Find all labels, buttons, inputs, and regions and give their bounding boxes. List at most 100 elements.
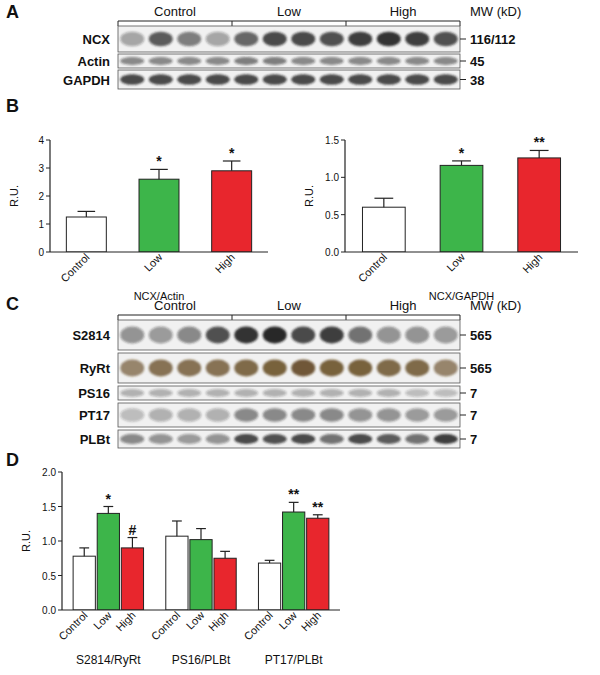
error-stem xyxy=(539,150,540,157)
category-label: High xyxy=(213,251,237,275)
band xyxy=(206,408,230,421)
band xyxy=(149,408,173,421)
band xyxy=(405,389,429,397)
category-label: High xyxy=(206,609,230,633)
y-tick xyxy=(46,196,50,197)
mw-label: 565 xyxy=(470,328,492,343)
band xyxy=(177,408,201,421)
error-cap xyxy=(374,198,393,199)
bar xyxy=(362,207,405,252)
blot: ControlLowHighMW (kD)NCX116/112Actin45GA… xyxy=(63,4,521,89)
error-stem xyxy=(200,529,201,540)
x-axis xyxy=(345,251,578,252)
error-stem xyxy=(231,161,232,171)
row-label: Actin xyxy=(78,54,111,69)
band xyxy=(120,74,144,85)
mw-header: MW (kD) xyxy=(470,4,521,19)
y-label: R.U. xyxy=(303,185,315,207)
y-tick-label: 1 xyxy=(38,219,44,230)
band xyxy=(234,32,258,47)
y-tick-label: 1.5 xyxy=(325,135,339,146)
group-label: PT17/PLBt xyxy=(265,653,324,667)
band xyxy=(320,32,344,47)
y-tick-label: 0 xyxy=(38,247,44,258)
band xyxy=(263,434,287,444)
band xyxy=(320,434,344,444)
bar xyxy=(121,548,143,610)
mw-label: 7 xyxy=(470,408,477,423)
band xyxy=(348,327,372,344)
bar-chart: ControlLowHigh**01234R.U.NCX/Actin xyxy=(8,135,268,302)
band xyxy=(348,389,372,397)
band xyxy=(434,408,458,421)
error-bar xyxy=(78,211,96,217)
bar xyxy=(139,179,179,252)
y-tick xyxy=(341,252,345,253)
band xyxy=(348,408,372,421)
group-tick xyxy=(232,21,233,26)
bar xyxy=(66,217,106,252)
y-tick-label: 1.5 xyxy=(42,502,56,513)
error-bar xyxy=(172,521,182,536)
mw-label: 116/112 xyxy=(470,32,516,47)
band xyxy=(320,408,344,421)
y-tick-label: 2 xyxy=(38,191,44,202)
band xyxy=(291,57,315,65)
bar-chart: ControlLowHighS2814/RyRtControlLowHighPS… xyxy=(20,467,340,667)
bar xyxy=(283,512,305,610)
y-tick xyxy=(58,506,62,507)
bar xyxy=(97,513,119,610)
y-tick-label: 4 xyxy=(38,135,44,146)
error-bar xyxy=(223,161,241,171)
y-tick-label: 1.0 xyxy=(325,172,339,183)
band xyxy=(149,32,173,47)
band xyxy=(320,360,344,377)
band xyxy=(206,360,230,377)
category-label: Low xyxy=(276,609,299,632)
band xyxy=(377,74,401,85)
row-label: GAPDH xyxy=(63,73,110,88)
band xyxy=(405,408,429,421)
y-tick xyxy=(46,252,50,253)
band xyxy=(405,74,429,85)
band xyxy=(377,434,401,444)
band xyxy=(405,360,429,377)
band xyxy=(320,327,344,344)
y-tick xyxy=(341,177,345,178)
band xyxy=(405,327,429,344)
significance-mark: * xyxy=(229,145,235,161)
band xyxy=(263,389,287,397)
bar xyxy=(166,536,188,610)
error-bar xyxy=(220,551,230,558)
blot-strip xyxy=(118,54,460,68)
mw-tick xyxy=(460,39,466,40)
band xyxy=(206,434,230,444)
mw-label: 45 xyxy=(470,54,484,69)
error-stem xyxy=(383,198,384,207)
y-tick xyxy=(341,140,345,141)
band xyxy=(377,389,401,397)
band xyxy=(320,389,344,397)
y-tick-label: 3 xyxy=(38,163,44,174)
band xyxy=(434,57,458,65)
error-stem xyxy=(108,507,109,514)
error-bar xyxy=(79,548,89,556)
band xyxy=(348,32,372,47)
band xyxy=(348,57,372,65)
y-tick-label: 2.0 xyxy=(42,467,56,478)
band xyxy=(348,434,372,444)
band xyxy=(177,327,201,344)
group-label: High xyxy=(390,4,417,19)
band xyxy=(120,32,144,47)
band xyxy=(120,57,144,65)
band xyxy=(234,389,258,397)
significance-mark: ** xyxy=(288,486,299,502)
x-label: NCX/GAPDH xyxy=(429,290,494,302)
significance-mark: ** xyxy=(534,134,545,150)
y-label: R.U. xyxy=(20,530,32,552)
band xyxy=(206,74,230,85)
band xyxy=(263,327,287,344)
band xyxy=(434,327,458,344)
category-label: Control xyxy=(241,609,275,643)
band xyxy=(377,32,401,47)
